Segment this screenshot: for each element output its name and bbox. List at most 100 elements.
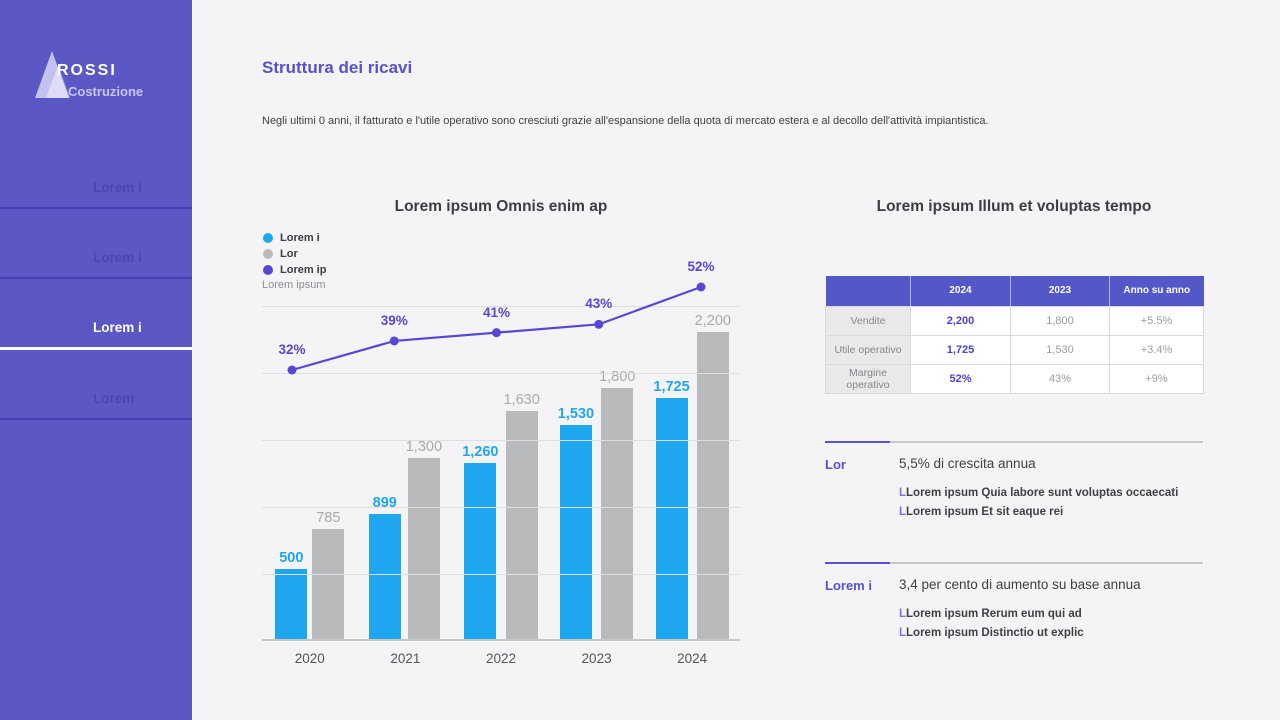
bar-group: 500 785 (262, 306, 358, 639)
main-content: Struttura dei ricavi Negli ultimi 0 anni… (192, 0, 1280, 720)
sidebar-item-label: Lorem (93, 391, 135, 406)
section-heading: 3,4 per cento di aumento su base annua (899, 576, 1141, 592)
sidebar-item-2[interactable]: Lorem i (0, 250, 192, 279)
bar-with-label: 1,260 (462, 444, 498, 639)
chart-axis-label: Lorem ipsum (262, 279, 326, 291)
bullet-marker: L (899, 486, 907, 499)
legend-item-label: Lorem ip (280, 264, 327, 276)
section-bullets: LLorem ipsum Rerum eum qui ad LLorem ipsu… (899, 605, 1141, 643)
section-bullets: LLorem ipsum Quia labore sunt voluptas o… (899, 484, 1178, 522)
bar-value-label: 500 (279, 550, 304, 566)
section-body: Lor 5,5% di crescita annua LLorem ipsum Qu… (825, 456, 1203, 522)
section-body: Lorem i 3,4 per cento di aumento su base … (825, 577, 1203, 643)
x-axis-tick-label: 2024 (677, 651, 708, 666)
page-subtitle: Negli ultimi 0 anni, il fatturato e l'ut… (262, 115, 989, 127)
table-title: Lorem ipsum Illum et voluptas tempo (876, 198, 1152, 215)
table-header-row: 2024 2023 Anno su anno (825, 276, 1204, 306)
sidebar-item-3[interactable]: Lorem i (0, 320, 192, 350)
table-row: Vendite 2,200 1,800 +5.5% (825, 305, 1204, 336)
section-heading: 5,5% di crescita annua (899, 455, 1036, 471)
bar-group: 1,725 2,200 (644, 306, 740, 639)
table-cell-2024: 1,725 (910, 334, 1011, 365)
gridline (262, 574, 740, 575)
legend-item-label: Lorem i (280, 232, 320, 244)
sidebar-item-4[interactable]: Lorem (0, 391, 192, 420)
bullet-item: LLorem ipsum Quia labore sunt voluptas o… (899, 484, 1178, 503)
table-column-header (825, 276, 911, 306)
bar-value-label: 785 (316, 510, 341, 526)
section-divider-accent (825, 561, 890, 564)
table-column-header: 2024 (910, 276, 1011, 306)
logo: ROSSI Costruzione (0, 0, 192, 120)
bar-with-label: 1,300 (406, 439, 442, 639)
bullet-item: LLorem ipsum Et sit eaque rei (899, 503, 1178, 522)
triangle-logo-icon (35, 50, 75, 98)
table-row: Utile operativo 1,725 1,530 +3.4% (825, 334, 1204, 365)
line-value-label: 39% (380, 312, 408, 328)
bar (601, 388, 634, 639)
gridline (262, 507, 740, 508)
section-label: Lor (825, 456, 846, 472)
sidebar-item-1[interactable]: Lorem i (0, 180, 192, 209)
table-cell-yoy: +5.5% (1109, 305, 1204, 336)
line-value-label: 52% (687, 259, 715, 274)
section-divider (825, 561, 1203, 564)
bar-value-label: 2,200 (694, 313, 731, 329)
legend-item: Lorem ip (263, 262, 326, 278)
bar-group: 899 1,300 (358, 306, 454, 639)
legend-dot-icon (263, 249, 273, 259)
table-cell-yoy: +9% (1109, 363, 1204, 394)
bar (464, 463, 497, 639)
bullet-item: LLorem ipsum Rerum eum qui ad (899, 605, 1141, 624)
bar-with-label: 1,800 (599, 369, 635, 639)
bar (368, 514, 401, 639)
bar-with-label: 1,630 (503, 392, 540, 639)
summary-section: Lorem ipsum Illum et voluptas tempo 2024… (825, 198, 1204, 683)
bar-with-label: 785 (312, 510, 345, 639)
table-cell-2023: 1,530 (1010, 334, 1110, 365)
bullet-marker: L (899, 607, 907, 620)
chart-plot-area: 500 785 899 1,300 1,260 1,630 1,530 1,800 1,725 2… (262, 306, 740, 641)
info-sections: Lor 5,5% di crescita annua LLorem ipsum Qu… (825, 440, 1203, 643)
x-axis-tick-label: 2021 (390, 651, 421, 666)
bar-value-label: 1,800 (599, 369, 636, 385)
bar-value-label: 1,725 (653, 379, 690, 395)
bar-group: 1,530 1,800 (549, 306, 645, 639)
bar (407, 458, 440, 639)
table-cell-yoy: +3.4% (1109, 334, 1204, 365)
bullet-item: LLorem ipsum Distinctio ut explic (899, 624, 1141, 643)
table-column-header: 2023 (1010, 276, 1110, 306)
line-value-label: 32% (278, 342, 306, 357)
section-content: 3,4 per cento di aumento su base annua LL… (899, 577, 1141, 643)
table-column-header: Anno su anno (1109, 276, 1204, 306)
legend-dot-icon (263, 233, 273, 243)
gridline (262, 440, 740, 441)
table-cell-2023: 1,800 (1010, 305, 1110, 336)
logo-title: ROSSI (57, 62, 117, 79)
sidebar-item-label: Lorem i (93, 250, 142, 265)
legend-dot-icon (263, 265, 273, 275)
x-axis-tick-label: 2023 (581, 651, 612, 666)
bullet-text: Lorem ipsum Rerum eum qui ad (906, 607, 1082, 620)
sidebar-item-label: Lorem i (93, 320, 142, 335)
section-divider (825, 440, 1203, 443)
bar-with-label: 2,200 (695, 313, 731, 639)
content-columns: Lorem ipsum Omnis enim ap Lorem i Lor Lore… (262, 198, 1280, 683)
bullet-marker: L (899, 626, 907, 639)
bar-with-label: 1,725 (653, 379, 690, 639)
x-axis-tick-label: 2022 (485, 651, 516, 666)
sidebar: ROSSI Costruzione Lorem i Lorem i Lorem i L… (0, 0, 192, 720)
chart-section: Lorem ipsum Omnis enim ap Lorem i Lor Lore… (262, 198, 740, 683)
section-label: Lorem i (825, 577, 872, 593)
bar-with-label: 1,530 (558, 406, 594, 639)
info-section: Lorem i 3,4 per cento di aumento su base … (825, 561, 1203, 643)
gridline (262, 373, 740, 374)
bar-value-label: 1,300 (405, 439, 443, 455)
bar (696, 332, 729, 639)
bar-value-label: 899 (372, 495, 397, 511)
x-axis-tick-label: 2020 (294, 651, 325, 666)
section-divider-accent (825, 440, 890, 443)
chart-legend: Lorem i Lor Lorem ip (263, 230, 326, 278)
legend-item: Lorem i (263, 230, 326, 246)
